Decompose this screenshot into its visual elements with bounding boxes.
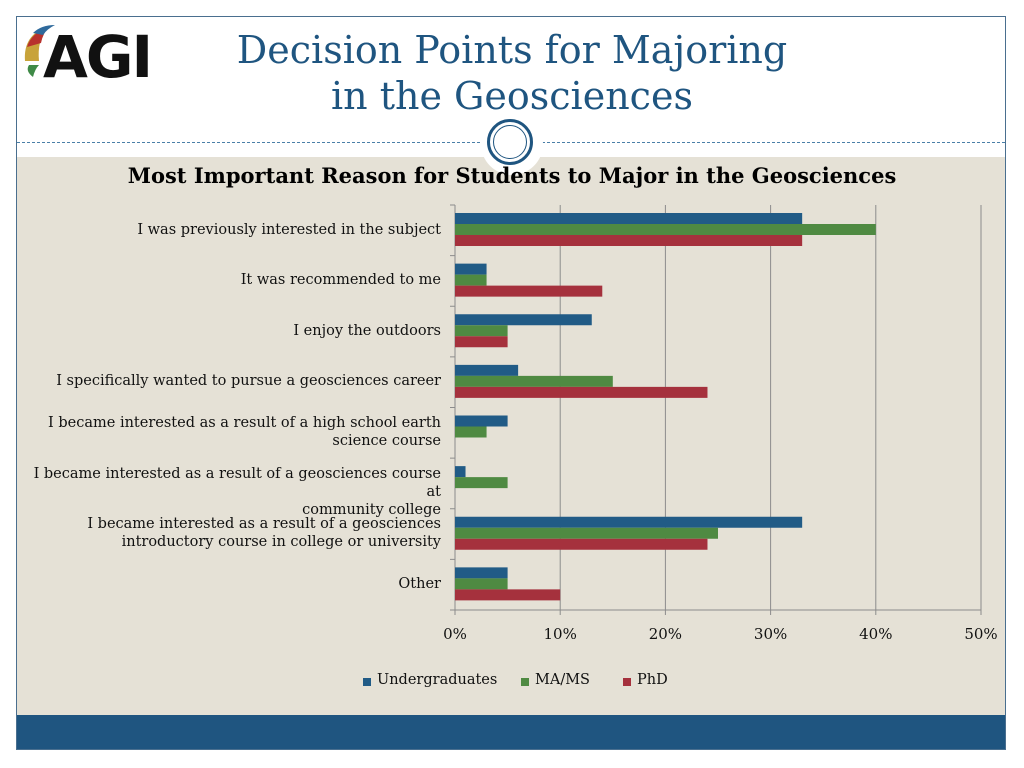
- category-label-line: Other: [398, 575, 441, 592]
- category-label-line: science course: [332, 433, 441, 449]
- bar-phd: [455, 386, 708, 398]
- category-label-line: It was recommended to me: [240, 272, 441, 289]
- legend-swatch: [521, 678, 529, 686]
- category-label: I was previously interested in the subje…: [21, 221, 441, 239]
- bar-phd: [455, 336, 508, 348]
- category-label: I became interested as a result of a geo…: [21, 515, 441, 551]
- bar-undergraduates: [455, 415, 508, 427]
- category-label-line: I became interested as a result of a geo…: [87, 516, 441, 533]
- bar-undergraduates: [455, 516, 803, 528]
- bar-phd: [455, 285, 603, 297]
- bar-ma-ms: [455, 578, 508, 590]
- category-label-line: I specifically wanted to pursue a geosci…: [56, 373, 441, 390]
- x-tick-label: 0%: [443, 625, 467, 643]
- x-tick-label: 10%: [543, 625, 577, 643]
- bar-phd: [455, 589, 561, 601]
- slide-title: Decision Points for Majoring in the Geos…: [177, 27, 847, 119]
- chart-panel: [17, 157, 1005, 715]
- bar-ma-ms: [455, 325, 508, 337]
- category-label: Other: [21, 575, 441, 593]
- category-label-line: I was previously interested in the subje…: [137, 221, 441, 238]
- bar-ma-ms: [455, 426, 487, 438]
- x-tick-label: 20%: [648, 625, 683, 643]
- bar-ma-ms: [455, 375, 613, 387]
- agi-logo-text: AGI: [43, 23, 151, 81]
- category-label-line: I became interested as a result of a geo…: [33, 465, 441, 500]
- category-label-line: I enjoy the outdoors: [293, 322, 441, 339]
- category-label-line: introductory course in college or univer…: [121, 534, 441, 551]
- bar-undergraduates: [455, 213, 803, 224]
- x-tick-label: 40%: [859, 625, 893, 643]
- bar-undergraduates: [455, 466, 466, 478]
- x-tick-label: 50%: [964, 625, 998, 643]
- chart-title: Most Important Reason for Students to Ma…: [127, 163, 897, 188]
- bar-undergraduates: [455, 263, 487, 275]
- legend-label: Undergraduates: [377, 672, 498, 688]
- agi-logo-globe-icon: [24, 25, 55, 77]
- category-label: I specifically wanted to pursue a geosci…: [21, 372, 441, 390]
- legend-label: PhD: [637, 672, 668, 688]
- slide-title-line-2: in the Geosciences: [331, 74, 693, 118]
- category-label-line: community college: [302, 501, 441, 518]
- category-label: I enjoy the outdoors: [21, 322, 441, 340]
- divider-ornament-inner-ring: [493, 125, 527, 159]
- bar-undergraduates: [455, 364, 519, 376]
- legend-label: MA/MS: [535, 672, 590, 688]
- category-label: It was recommended to me: [21, 271, 441, 289]
- bar-ma-ms: [455, 527, 718, 539]
- bar-phd: [455, 235, 803, 246]
- bar-ma-ms: [455, 274, 487, 286]
- bar-phd: [455, 538, 708, 550]
- slide-frame: AGI Decision Points for Majoring in the …: [16, 16, 1006, 750]
- category-label: I became interested as a result of a hig…: [21, 414, 441, 450]
- legend-swatch: [623, 678, 631, 686]
- slide-title-line-1: Decision Points for Majoring: [236, 28, 788, 72]
- bar-undergraduates: [455, 567, 508, 579]
- footer-bar: [17, 715, 1005, 749]
- bar-ma-ms: [455, 224, 876, 235]
- agi-logo: AGI: [24, 23, 153, 81]
- category-label: I became interested as a result of a geo…: [21, 465, 441, 519]
- legend-swatch: [363, 678, 371, 686]
- bar-undergraduates: [455, 314, 592, 326]
- category-label-line: I became interested as a result of a hig…: [48, 415, 441, 431]
- x-tick-label: 30%: [753, 625, 788, 643]
- bar-ma-ms: [455, 477, 508, 489]
